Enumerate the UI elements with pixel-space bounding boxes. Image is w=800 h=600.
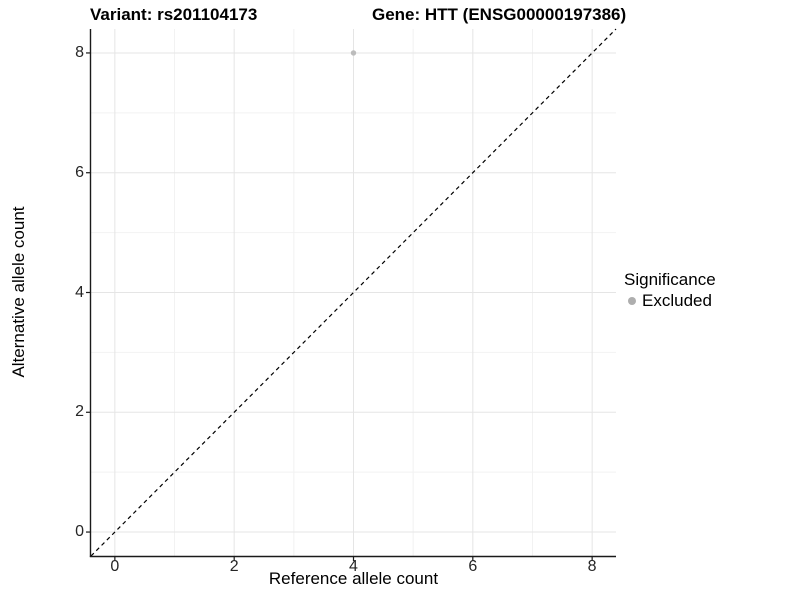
y-axis-title: Alternative allele count: [9, 206, 28, 378]
identity-dashed-line: [90, 28, 617, 557]
plot-title-gene: Gene: HTT (ENSG00000197386): [372, 5, 627, 24]
y-tick-label: 2: [75, 403, 84, 421]
plot-title-variant: Variant: rs201104173: [90, 5, 258, 24]
legend-title: Significance: [624, 270, 716, 289]
y-tick-label: 6: [75, 163, 84, 181]
legend-entry-label: Excluded: [642, 291, 712, 310]
x-tick-label: 2: [229, 558, 239, 575]
legend-entry-excluded: Excluded: [624, 291, 716, 311]
y-tick-label: 0: [75, 523, 84, 541]
legend-marker-dot-icon: [628, 297, 636, 305]
legend: Significance Excluded: [624, 270, 716, 311]
y-tick-label: 4: [75, 283, 84, 301]
x-tick-label: 0: [110, 558, 120, 575]
data-point-excluded: [350, 50, 357, 56]
x-tick-label: 4: [349, 558, 358, 575]
x-tick-label: 8: [587, 558, 597, 575]
x-tick-label: 6: [468, 558, 478, 575]
y-tick-label: 8: [75, 43, 84, 61]
x-axis-title: Reference allele count: [268, 569, 439, 588]
